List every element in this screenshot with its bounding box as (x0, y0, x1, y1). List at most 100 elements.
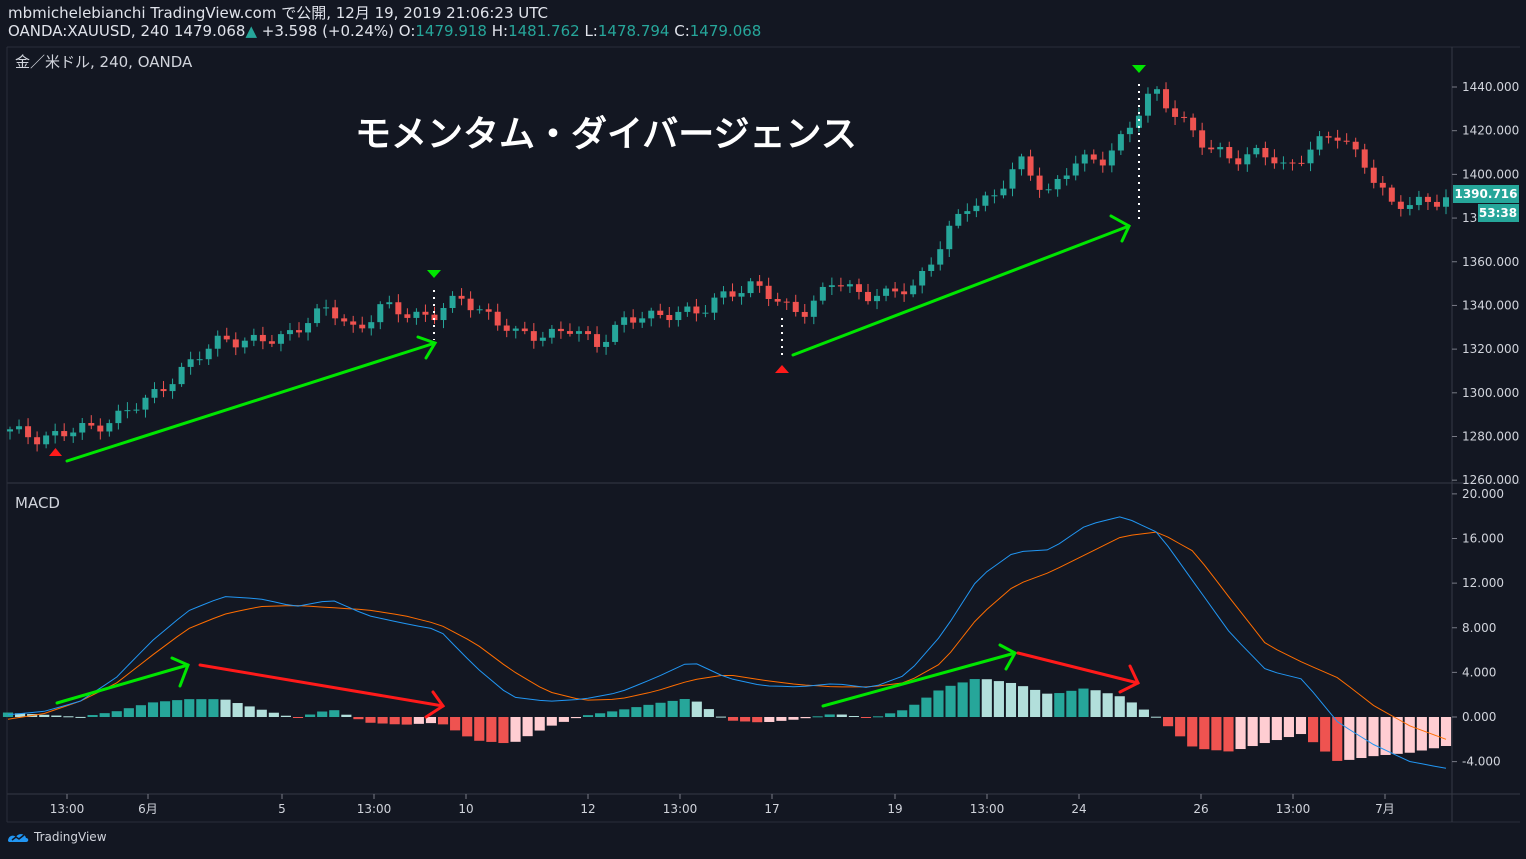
histogram-bar (1392, 717, 1403, 754)
candle-body (1054, 178, 1061, 190)
candle-body (259, 334, 266, 342)
divergence-title: モメンタム・ダイバージェンス (355, 114, 857, 155)
candle-body (1235, 158, 1242, 165)
histogram-bar (1416, 717, 1427, 751)
candle-body (783, 301, 790, 303)
macd-arrow-up-1 (55, 656, 190, 705)
macd-axis[interactable]: 20.000 16.000 12.000 8.000 4.000 0.000 -4.000 (1452, 487, 1504, 769)
histogram-bar (389, 717, 400, 725)
histogram-bar (1030, 689, 1041, 717)
candle-body (1181, 116, 1188, 118)
histogram-bar (921, 697, 932, 717)
price-axis-label: 1260.000 (1462, 473, 1519, 487)
histogram-bar (1428, 717, 1439, 749)
candle-body (458, 295, 465, 299)
last-price: 1479.068 (173, 22, 246, 40)
histogram-bar (619, 709, 630, 717)
candle-body (1289, 162, 1296, 164)
candle-body (585, 331, 592, 335)
candle-body (359, 324, 366, 329)
brand-name: TradingView (34, 830, 107, 844)
histogram-bar (87, 715, 98, 717)
candle-body (422, 311, 429, 315)
histogram-bar (437, 717, 449, 725)
candle-body (106, 423, 113, 432)
histogram-bar (848, 716, 859, 718)
candle-body (828, 285, 835, 287)
histogram-bar (1308, 717, 1319, 743)
candle-body (1027, 156, 1034, 176)
candle-body (729, 291, 736, 297)
close-value: 1479.068 (689, 22, 762, 40)
candle-body (937, 249, 944, 265)
candle-body (1072, 163, 1079, 176)
candle-body (1424, 196, 1431, 202)
open-value: 1479.918 (415, 22, 487, 40)
histogram-bar (1187, 717, 1198, 747)
histogram-bar (981, 679, 992, 717)
price-axis[interactable]: 1440.0001420.0001400.0001380.0001360.000… (1452, 80, 1519, 487)
histogram-bar (123, 708, 134, 717)
histogram-bar (365, 717, 376, 723)
histogram-bar (353, 717, 364, 720)
histogram-bar (764, 717, 775, 722)
candle-body (341, 318, 348, 322)
histogram-bar (957, 682, 968, 717)
histogram-bar (15, 713, 26, 717)
time-axis[interactable]: 13:00 6月 5 13:00 10 12 13:00 17 19 13:00 24 26 13:00… (50, 794, 1395, 816)
candle-body (1163, 89, 1170, 109)
candle-body (765, 285, 772, 300)
candle-body (892, 288, 899, 292)
time-axis-label: 26 (1193, 802, 1208, 816)
chart-canvas[interactable]: 金／米ドル, 240, OANDA MACD モメンタム・ダイバージェンス 14… (0, 0, 1526, 830)
candle-body (395, 302, 402, 315)
histogram-bar (39, 714, 50, 717)
candle-body (494, 311, 501, 326)
low-value: 1478.794 (597, 22, 670, 40)
current-price-label: 1390.716 (1454, 187, 1517, 201)
histogram-bar (208, 699, 219, 717)
candle-body (404, 314, 411, 318)
candle-body (1370, 167, 1377, 183)
candle-body (603, 341, 610, 347)
candle-body (855, 284, 862, 292)
histogram-bar (341, 714, 352, 717)
candle-body (675, 311, 682, 321)
candle-body (928, 264, 935, 271)
histogram-bar (401, 717, 412, 725)
price-axis-label: 1400.000 (1462, 167, 1519, 181)
footer-brand[interactable]: TradingView (6, 830, 107, 844)
candle-body (214, 335, 221, 349)
macd-arrow-down-2 (1016, 651, 1140, 694)
histogram-bar (220, 699, 231, 717)
histogram-bar (413, 717, 424, 724)
histogram-bar (486, 717, 497, 742)
candle-body (151, 389, 158, 398)
macd-axis-label: 4.000 (1462, 665, 1496, 679)
candle-body (223, 335, 230, 340)
macd-arrow-up-2 (821, 643, 1018, 708)
histogram-bar (111, 711, 122, 717)
candle-body (277, 334, 284, 344)
candle-body (467, 298, 474, 311)
candle-body (34, 437, 41, 445)
time-axis-label: 19 (887, 802, 902, 816)
candle-body (1009, 169, 1016, 189)
candle-body (919, 270, 926, 286)
author-line: mbmichelebianchi TradingView.com で公開, 12… (8, 4, 549, 22)
candle-body (973, 205, 980, 212)
candle-body (1271, 157, 1278, 164)
histogram-bar (377, 717, 388, 724)
candle-body (801, 311, 808, 317)
histogram-bar (582, 715, 594, 717)
histogram-bar (1199, 717, 1210, 750)
histogram-bar (1332, 717, 1343, 761)
candle-body (476, 309, 483, 311)
candle-body (1217, 147, 1224, 150)
histogram-bar (788, 717, 799, 720)
candle-body (982, 195, 989, 206)
candle-body (901, 291, 908, 295)
candle-body (1415, 196, 1422, 206)
histogram-bar (558, 717, 569, 722)
histogram-bar (99, 713, 110, 717)
